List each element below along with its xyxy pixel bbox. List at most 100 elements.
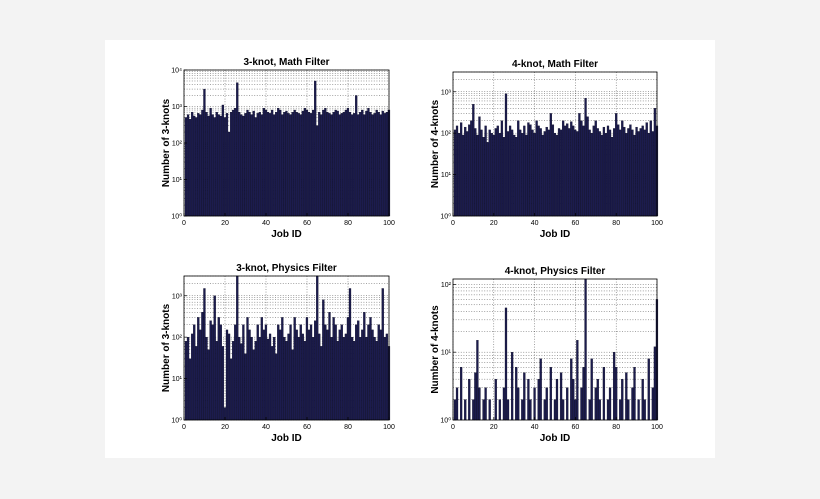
bar xyxy=(576,340,579,421)
bar xyxy=(510,129,514,217)
bar xyxy=(201,109,204,217)
bar xyxy=(314,80,317,217)
bar xyxy=(570,358,573,421)
bar xyxy=(199,329,202,421)
bar xyxy=(254,341,257,421)
bar xyxy=(240,343,243,421)
bar xyxy=(229,358,233,421)
bar xyxy=(621,379,624,421)
y-tick-label: 10⁰ xyxy=(171,213,182,221)
bar xyxy=(188,119,192,217)
bar xyxy=(205,112,208,217)
bar xyxy=(219,324,222,421)
bar xyxy=(586,116,589,217)
bar xyxy=(336,110,339,217)
bar xyxy=(500,120,504,217)
bar xyxy=(377,324,380,421)
bar xyxy=(486,142,489,217)
bar xyxy=(375,109,378,217)
x-tick-label: 40 xyxy=(531,424,539,431)
bar xyxy=(340,113,343,217)
bar xyxy=(608,387,612,421)
bar xyxy=(543,131,546,217)
x-axis-label: Job ID xyxy=(540,433,571,444)
chart-title: 3-knot, Math Filter xyxy=(243,57,329,68)
bar xyxy=(355,324,358,421)
bar xyxy=(517,387,520,421)
bar xyxy=(379,329,382,421)
bar xyxy=(545,387,548,421)
bar xyxy=(338,329,341,421)
bar xyxy=(375,341,378,421)
bar xyxy=(498,133,501,217)
bar xyxy=(484,387,487,421)
bar xyxy=(488,129,491,217)
bar xyxy=(303,341,307,421)
bar xyxy=(264,324,268,421)
bar xyxy=(606,125,610,217)
bar xyxy=(383,337,386,421)
bar xyxy=(322,299,325,421)
bar xyxy=(342,112,345,217)
bar xyxy=(254,117,257,217)
chart-title: 3-knot, Physics Filter xyxy=(236,263,337,274)
bar xyxy=(350,114,354,217)
bar xyxy=(195,117,198,217)
bar xyxy=(639,128,642,217)
bar xyxy=(371,329,374,421)
bar xyxy=(326,329,329,421)
bar xyxy=(621,120,624,217)
bar xyxy=(541,134,544,217)
bar xyxy=(598,399,601,421)
bar xyxy=(260,317,263,421)
bar xyxy=(320,346,323,421)
bar xyxy=(474,372,477,421)
bar xyxy=(555,134,559,217)
bar xyxy=(506,131,510,217)
bar xyxy=(513,134,516,217)
bar xyxy=(459,122,463,217)
bar xyxy=(545,126,548,217)
bar xyxy=(252,349,255,421)
bar xyxy=(482,137,485,217)
bar xyxy=(285,110,288,217)
bar xyxy=(457,133,461,217)
bar xyxy=(258,112,261,217)
bar xyxy=(340,324,343,421)
bar xyxy=(373,113,376,217)
bar xyxy=(197,317,200,421)
bar xyxy=(209,320,212,421)
bar xyxy=(474,128,477,217)
bar xyxy=(492,134,495,217)
bar xyxy=(223,117,227,217)
bar xyxy=(281,114,284,217)
x-tick-label: 40 xyxy=(262,424,270,431)
chart-title: 4-knot, Physics Filter xyxy=(505,266,606,277)
bar xyxy=(371,114,374,217)
bar xyxy=(293,317,296,421)
bar xyxy=(564,125,567,217)
bar xyxy=(494,379,497,421)
bar xyxy=(576,131,579,217)
bar xyxy=(615,113,618,217)
bar xyxy=(468,124,471,217)
bar xyxy=(232,109,235,217)
x-tick-label: 40 xyxy=(262,220,270,227)
bar xyxy=(555,379,559,421)
bar xyxy=(295,112,298,217)
bar xyxy=(377,112,380,217)
bar xyxy=(651,387,654,421)
bar xyxy=(617,124,620,217)
bar xyxy=(373,337,376,421)
bar xyxy=(508,125,512,217)
bar xyxy=(256,324,259,421)
bar xyxy=(610,137,614,217)
bar xyxy=(283,337,286,421)
bar xyxy=(215,341,218,421)
bar xyxy=(287,113,290,217)
bar xyxy=(203,288,206,421)
bar xyxy=(246,317,249,421)
bar xyxy=(262,108,266,217)
bar xyxy=(590,133,593,217)
